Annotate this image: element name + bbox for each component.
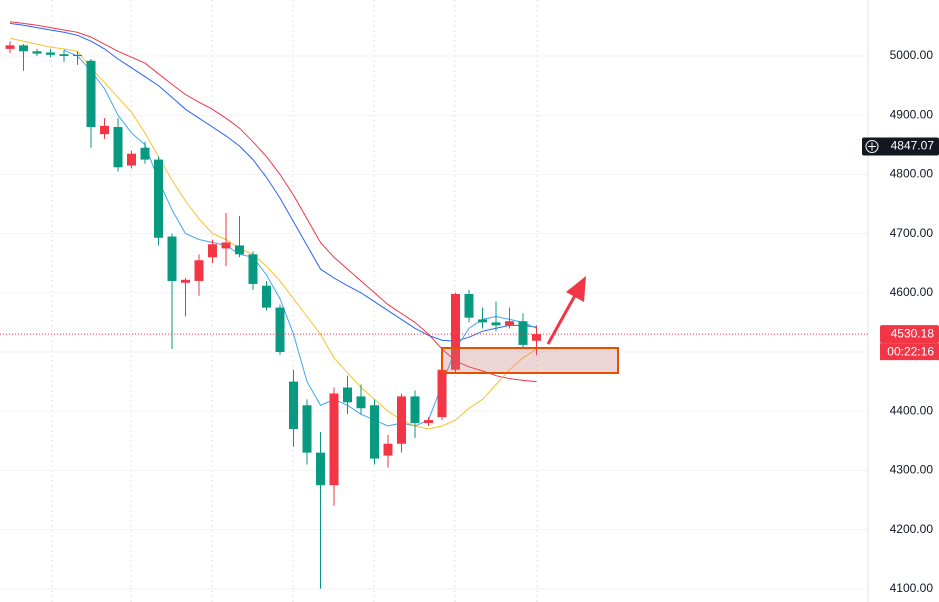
candle-body	[410, 396, 420, 424]
candle-body	[208, 244, 217, 258]
candle-body	[19, 45, 28, 52]
candle-body	[221, 242, 231, 249]
y-tick-label: 4200.00	[890, 522, 934, 536]
candle-body	[113, 127, 123, 168]
candle-body	[383, 443, 393, 456]
arrow	[546, 276, 586, 345]
crosshair-plus-icon	[865, 140, 879, 154]
candle-body	[505, 321, 514, 326]
candle-body	[140, 147, 150, 160]
candle-body	[356, 396, 366, 409]
y-tick-label: 4900.00	[890, 107, 934, 121]
candle-body	[464, 293, 474, 318]
candle-body	[370, 405, 379, 459]
candle-body	[154, 159, 163, 238]
moving-average-line	[9, 22, 537, 342]
candle-body	[194, 260, 204, 281]
crosshair-price-label: 4847.07	[891, 139, 935, 153]
candle-body	[289, 381, 298, 429]
candle-body	[491, 322, 501, 326]
y-tick-label: 4400.00	[890, 403, 934, 417]
candle-body	[518, 321, 528, 345]
candle-body	[167, 236, 177, 281]
candle-body	[451, 293, 460, 370]
countdown-box	[880, 343, 939, 361]
y-tick-label: 4800.00	[890, 167, 934, 181]
support-zone	[441, 347, 619, 374]
y-tick-label: 4100.00	[890, 581, 934, 595]
candle-body	[329, 393, 339, 486]
candle-body	[262, 285, 271, 308]
candle-body	[59, 54, 69, 57]
candle-body	[248, 254, 258, 284]
crosshair-price-box	[862, 137, 939, 156]
y-tick-label: 5000.00	[890, 48, 934, 62]
candle-body	[343, 387, 352, 403]
last-price-box	[880, 325, 939, 344]
candle-body	[5, 45, 15, 49]
y-tick-label: 4700.00	[890, 226, 934, 240]
candle-body	[127, 153, 136, 166]
time-grid	[51, 0, 538, 602]
countdown-label: 00:22:16	[887, 344, 934, 358]
candle-body	[73, 54, 82, 57]
candle-body	[316, 452, 325, 486]
candle-body	[275, 307, 285, 353]
price-axis-bg	[868, 0, 939, 602]
arrow-head	[566, 276, 586, 302]
candle-body	[32, 51, 42, 54]
candle-body	[302, 405, 312, 453]
y-tick-label: 4600.00	[890, 285, 934, 299]
crosshair-plus-icon	[868, 142, 876, 151]
candle-body	[86, 60, 96, 128]
y-tick-label: 4300.00	[890, 463, 934, 477]
candle-body	[437, 369, 447, 418]
arrow-shaft	[546, 289, 580, 345]
candle-body	[532, 334, 541, 341]
candle-body	[46, 52, 55, 55]
candle-body	[235, 245, 244, 255]
y-tick-label: 5100.00	[890, 0, 934, 3]
moving-average-line	[9, 37, 537, 430]
candle-body	[397, 396, 406, 444]
candle-body	[181, 279, 190, 283]
candle-body	[100, 125, 109, 135]
candle-body	[478, 319, 487, 323]
moving-average-line	[9, 21, 537, 383]
candle-body	[424, 420, 433, 424]
last-price-label: 4530.18	[891, 326, 935, 340]
